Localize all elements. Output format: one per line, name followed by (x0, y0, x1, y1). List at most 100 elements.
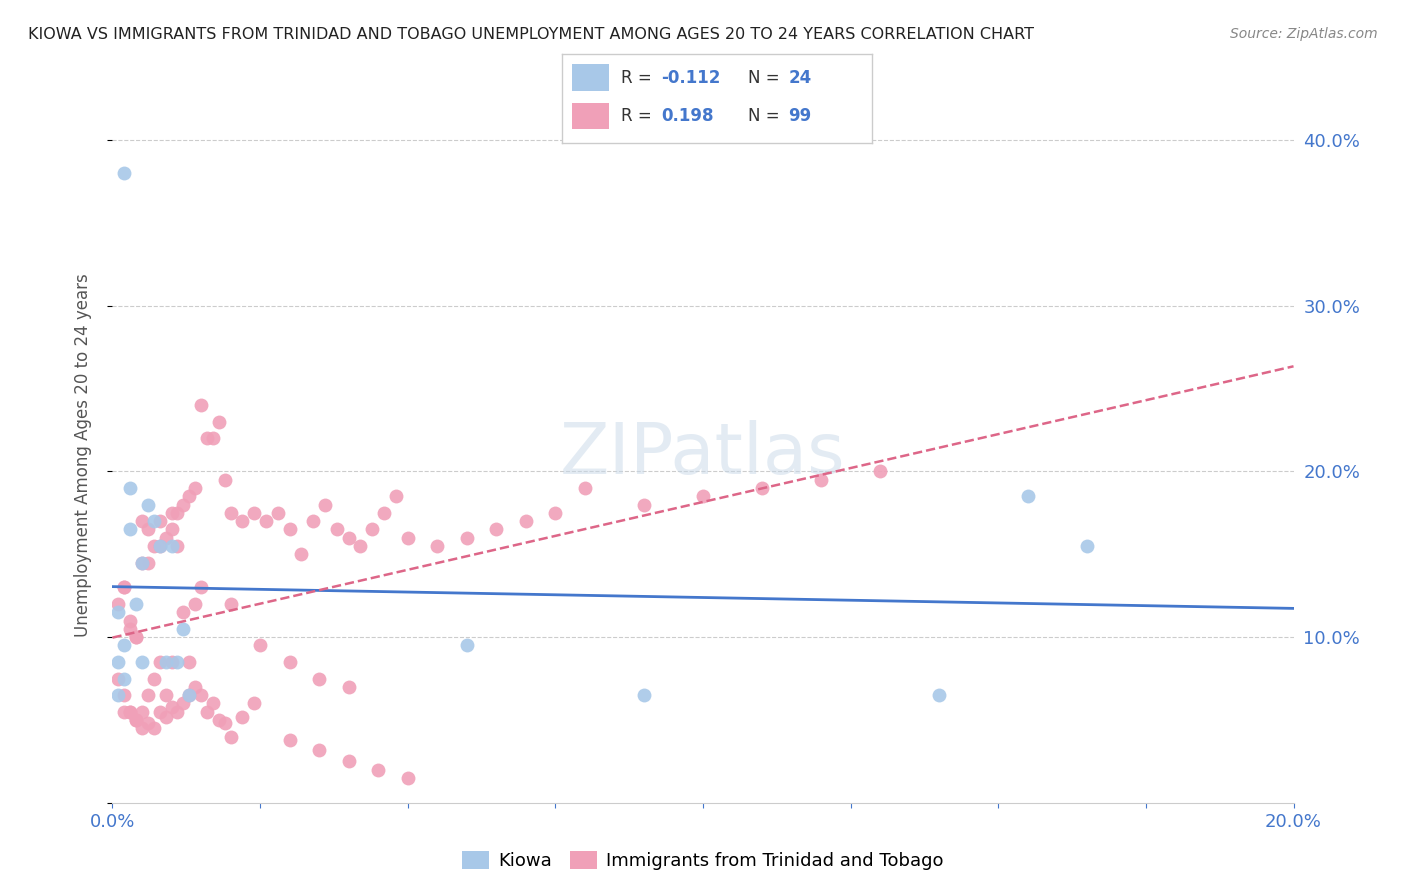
Point (396, 771, 419, 785)
Point (426, 539, 449, 553)
Point (112, 672, 135, 686)
Point (160, 506, 183, 520)
Point (149, 539, 172, 553)
Point (396, 531, 419, 545)
Point (254, 514, 277, 528)
Text: R =: R = (621, 69, 657, 87)
Point (633, 498, 655, 512)
Point (326, 523, 349, 537)
Point (131, 705, 153, 719)
Point (172, 697, 194, 711)
Text: 24: 24 (789, 69, 811, 87)
Point (160, 523, 183, 537)
Legend: Kiowa, Immigrants from Trinidad and Tobago: Kiowa, Immigrants from Trinidad and Toba… (456, 844, 950, 877)
Point (633, 688, 655, 702)
Point (574, 481, 596, 495)
Point (308, 743, 330, 757)
Point (172, 498, 194, 512)
Point (120, 481, 142, 495)
Point (184, 680, 207, 694)
Point (125, 713, 148, 727)
Point (166, 705, 188, 719)
Point (120, 705, 142, 719)
Point (166, 539, 188, 553)
Point (136, 498, 159, 512)
Point (172, 622, 194, 636)
Point (219, 506, 242, 520)
Point (249, 639, 271, 653)
Point (231, 709, 253, 723)
Point (166, 506, 188, 520)
Point (131, 556, 153, 570)
Point (107, 605, 129, 619)
Point (131, 655, 153, 669)
Point (107, 597, 129, 611)
Point (155, 531, 177, 545)
Point (1017, 489, 1039, 503)
Point (179, 688, 201, 702)
Point (149, 539, 172, 553)
Point (278, 523, 301, 537)
Point (184, 597, 207, 611)
Point (160, 655, 183, 669)
Point (142, 721, 165, 735)
Point (142, 672, 165, 686)
Point (112, 688, 135, 702)
Point (231, 514, 253, 528)
Point (314, 498, 336, 512)
Point (179, 655, 201, 669)
Point (112, 639, 135, 653)
Point (361, 523, 384, 537)
Point (112, 705, 135, 719)
Point (112, 581, 135, 595)
Point (120, 622, 142, 636)
Point (149, 655, 172, 669)
Point (190, 581, 212, 595)
Point (142, 514, 165, 528)
Point (201, 431, 224, 445)
Point (214, 716, 236, 731)
Point (120, 523, 142, 537)
Point (155, 655, 177, 669)
Point (692, 489, 714, 503)
Point (131, 721, 153, 735)
Point (349, 539, 371, 553)
Text: R =: R = (621, 107, 657, 125)
Point (131, 514, 153, 528)
Point (155, 709, 177, 723)
Point (337, 755, 360, 769)
Point (385, 489, 408, 503)
Point (107, 688, 129, 702)
Point (302, 514, 325, 528)
Point (201, 697, 224, 711)
Point (112, 581, 135, 595)
Point (290, 547, 312, 561)
Point (308, 672, 330, 686)
Point (267, 506, 290, 520)
Point (155, 688, 177, 702)
Point (195, 431, 218, 445)
Point (928, 688, 950, 702)
Point (179, 489, 201, 503)
Text: 0.198: 0.198 (661, 107, 714, 125)
Point (219, 730, 242, 744)
Point (136, 716, 159, 731)
Point (219, 597, 242, 611)
Point (107, 655, 129, 669)
Point (243, 506, 266, 520)
Point (107, 672, 129, 686)
Point (337, 680, 360, 694)
Text: Source: ZipAtlas.com: Source: ZipAtlas.com (1230, 27, 1378, 41)
Point (112, 166, 135, 180)
Point (544, 506, 567, 520)
Point (751, 481, 773, 495)
Point (120, 705, 142, 719)
Point (179, 688, 201, 702)
Point (278, 655, 301, 669)
Point (367, 763, 389, 777)
Point (278, 732, 301, 747)
Point (166, 655, 188, 669)
Point (515, 514, 537, 528)
Text: ZIPatlas: ZIPatlas (560, 420, 846, 490)
Point (131, 556, 153, 570)
